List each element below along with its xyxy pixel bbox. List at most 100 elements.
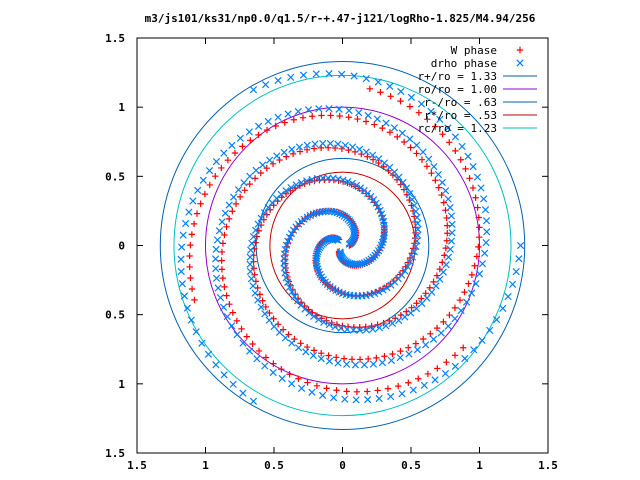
point-s1-a2-87 — [317, 355, 325, 363]
point-s0-a1-115 — [243, 333, 250, 340]
point-s0-a2-107 — [420, 335, 427, 343]
point-s1-a2-85 — [302, 348, 310, 356]
point-s1-a2-123 — [436, 115, 444, 123]
point-s1-a0-129 — [180, 292, 189, 300]
point-s0-a2-132 — [432, 123, 439, 130]
point-s1-a0-64 — [356, 326, 364, 334]
y-tick-label-3: 0 — [118, 240, 125, 253]
point-s1-a1-72 — [362, 148, 370, 156]
point-s1-a2-15 — [356, 260, 364, 268]
point-s1-a0-108 — [294, 107, 302, 116]
point-s0-a1-89 — [289, 150, 297, 158]
legend-label-0: W phase — [451, 44, 497, 57]
point-s0-a1-88 — [296, 148, 304, 155]
point-s1-a0-128 — [178, 280, 186, 288]
point-s0-a0-116 — [299, 114, 307, 121]
point-s0-a2-128 — [457, 156, 464, 163]
point-s1-a1-71 — [369, 151, 377, 159]
point-s1-a0-88 — [444, 195, 452, 203]
point-s1-a0-66 — [369, 325, 377, 333]
point-s1-a0-105 — [325, 105, 333, 113]
point-s0-a0-89 — [442, 244, 450, 252]
point-s1-a1-131 — [478, 336, 486, 345]
point-s0-a1-104 — [219, 240, 227, 247]
point-s0-a2-122 — [475, 214, 483, 221]
point-s1-a1-57 — [414, 225, 422, 234]
point-s1-a1-91 — [229, 193, 238, 201]
point-s1-a2-134 — [312, 70, 320, 78]
point-s1-a2-72 — [246, 267, 255, 276]
point-s1-a1-126 — [431, 376, 439, 384]
point-s1-a0-120 — [194, 186, 202, 195]
point-s1-a0-106 — [315, 105, 323, 113]
point-s0-a0-124 — [231, 149, 239, 157]
point-s0-a1-102 — [223, 223, 230, 231]
point-s1-a1-122 — [387, 392, 395, 401]
point-s1-a0-55 — [305, 309, 313, 317]
point-s1-a0-127 — [177, 267, 185, 276]
point-s0-a1-92 — [269, 160, 277, 168]
point-s1-a2-115 — [480, 195, 488, 203]
x-tick-label-6: 1.5 — [538, 459, 558, 472]
point-s1-a2-95 — [387, 356, 396, 365]
point-s1-a2-112 — [483, 228, 491, 236]
point-s0-a1-75 — [380, 163, 387, 170]
point-s0-a1-121 — [286, 371, 293, 378]
point-s1-a1-129 — [461, 354, 469, 363]
point-s0-a2-112 — [451, 304, 459, 312]
point-s0-a1-118 — [262, 354, 270, 361]
point-s1-a0-117 — [212, 157, 221, 166]
point-s1-a0-118 — [205, 167, 214, 175]
point-s1-a1-76 — [334, 140, 342, 148]
point-s0-a2-120 — [476, 233, 483, 241]
series-1 — [177, 70, 525, 405]
point-s0-a0-109 — [362, 118, 370, 125]
point-s1-a2-125 — [417, 100, 426, 108]
point-s0-a1-136 — [434, 365, 441, 372]
point-s0-a0-130 — [197, 200, 204, 207]
point-s1-a1-75 — [341, 141, 349, 149]
point-s0-a2-85 — [266, 309, 273, 317]
point-s1-a1-97 — [212, 245, 220, 253]
x-tick-label-2: 0.5 — [264, 459, 284, 472]
point-s1-a2-46 — [344, 177, 352, 186]
point-s0-a1-135 — [424, 370, 432, 378]
point-s0-a0-67 — [339, 322, 346, 329]
circle-3 — [269, 171, 416, 320]
point-s1-a1-42 — [375, 288, 383, 296]
point-s0-a1-122 — [295, 375, 302, 382]
point-s0-a2-83 — [259, 297, 266, 304]
point-s1-a1-84 — [273, 152, 281, 160]
point-s1-a2-88 — [325, 357, 334, 365]
point-s1-a1-103 — [219, 303, 228, 311]
point-s1-a1-124 — [409, 386, 417, 394]
point-s1-a0-79 — [439, 268, 447, 276]
point-s1-a0-62 — [343, 325, 351, 334]
y-tick-label-1: 1 — [118, 101, 125, 114]
point-s1-a1-134 — [499, 304, 507, 312]
point-s1-a2-137 — [274, 76, 282, 85]
point-s0-a0-99 — [428, 169, 435, 177]
chart-title: m3/js101/ks31/np0.0/q1.5/r-+.47-j121/log… — [145, 12, 536, 25]
x-tick-label-1: 1 — [202, 459, 209, 472]
point-s0-a1-103 — [221, 231, 228, 239]
point-s1-a2-67 — [249, 233, 258, 241]
point-s0-a2-106 — [412, 340, 420, 347]
point-s1-a2-66 — [252, 226, 260, 234]
point-s1-a0-97 — [398, 129, 406, 137]
point-s0-a2-84 — [262, 303, 269, 311]
point-s1-a2-135 — [299, 71, 308, 79]
point-s0-a1-129 — [364, 388, 371, 395]
point-s1-a0-63 — [349, 326, 358, 334]
point-s0-a1-116 — [249, 340, 256, 348]
point-s1-a1-125 — [420, 381, 428, 389]
point-s1-a1-60 — [412, 207, 420, 216]
point-s0-a2-93 — [310, 347, 318, 354]
point-s1-a2-86 — [309, 351, 317, 360]
point-s1-a1-53 — [410, 248, 418, 256]
point-s1-a1-102 — [216, 294, 225, 302]
point-s0-a2-104 — [397, 347, 404, 355]
point-s1-a0-57 — [314, 315, 323, 324]
point-s1-a2-73 — [247, 275, 256, 283]
